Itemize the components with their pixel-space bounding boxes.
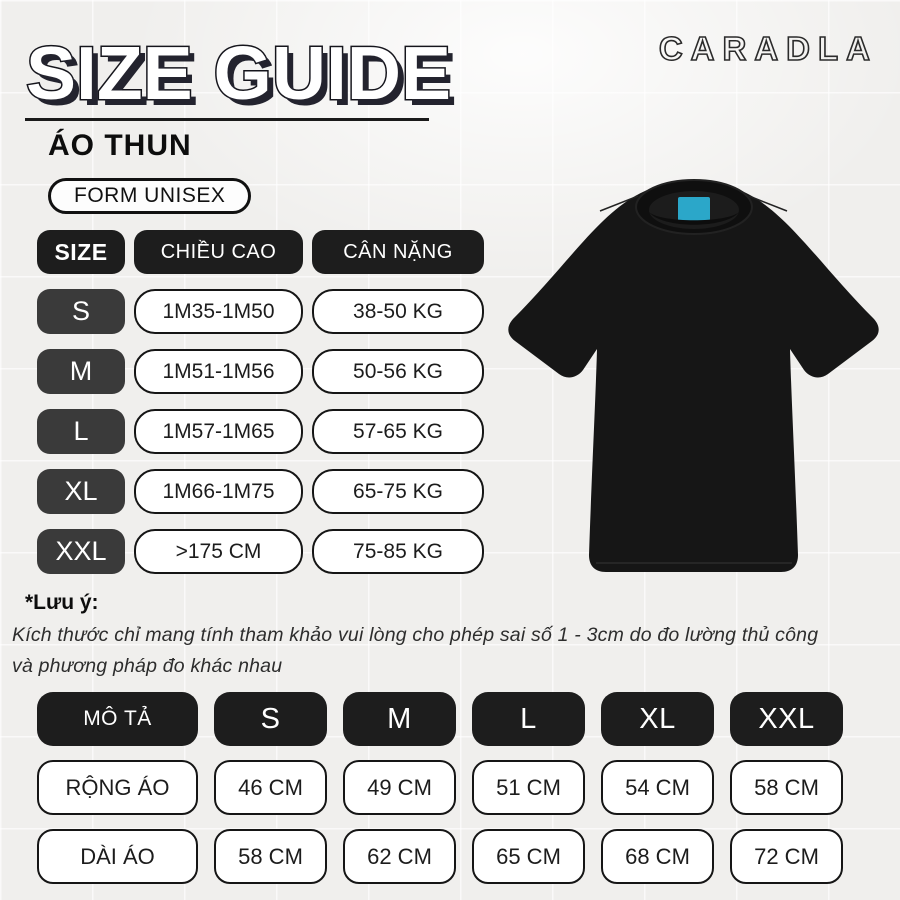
width-cell-l: 51 CM [472, 760, 585, 815]
length-cell-xl: 68 CM [601, 829, 714, 884]
tshirt-body [508, 181, 879, 572]
height-cell-xl: 1M66-1M75 [134, 469, 303, 514]
size-cell-s: S [37, 289, 125, 334]
height-cell-xxl: >175 CM [134, 529, 303, 574]
tshirt-product-image [508, 179, 879, 572]
brand-logo: CARADLA [658, 29, 878, 68]
weight-cell-s: 38-50 KG [312, 289, 484, 334]
width-cell-m: 49 CM [343, 760, 456, 815]
measure-header-m: M [343, 692, 456, 746]
length-cell-l: 65 CM [472, 829, 585, 884]
size-cell-l: L [37, 409, 125, 454]
length-cell-xxl: 72 CM [730, 829, 843, 884]
size-table-header-height: CHIỀU CAO [134, 230, 303, 274]
height-cell-l: 1M57-1M65 [134, 409, 303, 454]
width-cell-s: 46 CM [214, 760, 327, 815]
form-unisex-badge: FORM UNISEX [48, 178, 252, 214]
size-table-header-size: SIZE [37, 230, 125, 274]
collar-front-rib [649, 212, 739, 225]
length-cell-s: 58 CM [214, 829, 327, 884]
weight-cell-xxl: 75-85 KG [312, 529, 484, 574]
size-cell-xl: XL [37, 469, 125, 514]
measure-header-s: S [214, 692, 327, 746]
width-cell-xl: 54 CM [601, 760, 714, 815]
size-table: SIZE CHIỀU CAO CÂN NẶNG S 1M35-1M50 38-5… [37, 230, 484, 574]
note-label: *Lưu ý: [25, 591, 99, 614]
row-label-length: DÀI ÁO [37, 829, 198, 884]
weight-cell-m: 50-56 KG [312, 349, 484, 394]
length-cell-m: 62 CM [343, 829, 456, 884]
width-cell-xxl: 58 CM [730, 760, 843, 815]
row-label-width: RỘNG ÁO [37, 760, 198, 815]
collar-tag [678, 197, 710, 221]
title-underline [25, 118, 429, 121]
height-cell-s: 1M35-1M50 [134, 289, 303, 334]
weight-cell-xl: 65-75 KG [312, 469, 484, 514]
size-cell-xxl: XXL [37, 529, 125, 574]
shoulder-seam-right [748, 195, 788, 212]
product-type-label: ÁO THUN [48, 129, 192, 162]
measure-table: MÔ TẢ S M L XL XXL RỘNG ÁO 46 CM 49 CM 5… [37, 692, 843, 884]
page-title: SIZE GUIDE [24, 31, 452, 115]
size-table-header-weight: CÂN NẶNG [312, 230, 484, 274]
measure-header-l: L [472, 692, 585, 746]
measure-header-xxl: XXL [730, 692, 843, 746]
height-cell-m: 1M51-1M56 [134, 349, 303, 394]
note-text: Kích thước chỉ mang tính tham khảo vui l… [12, 624, 819, 678]
measure-header-xl: XL [601, 692, 714, 746]
size-cell-m: M [37, 349, 125, 394]
weight-cell-l: 57-65 KG [312, 409, 484, 454]
measure-header-label: MÔ TẢ [37, 692, 198, 746]
shoulder-seam-left [599, 195, 639, 212]
